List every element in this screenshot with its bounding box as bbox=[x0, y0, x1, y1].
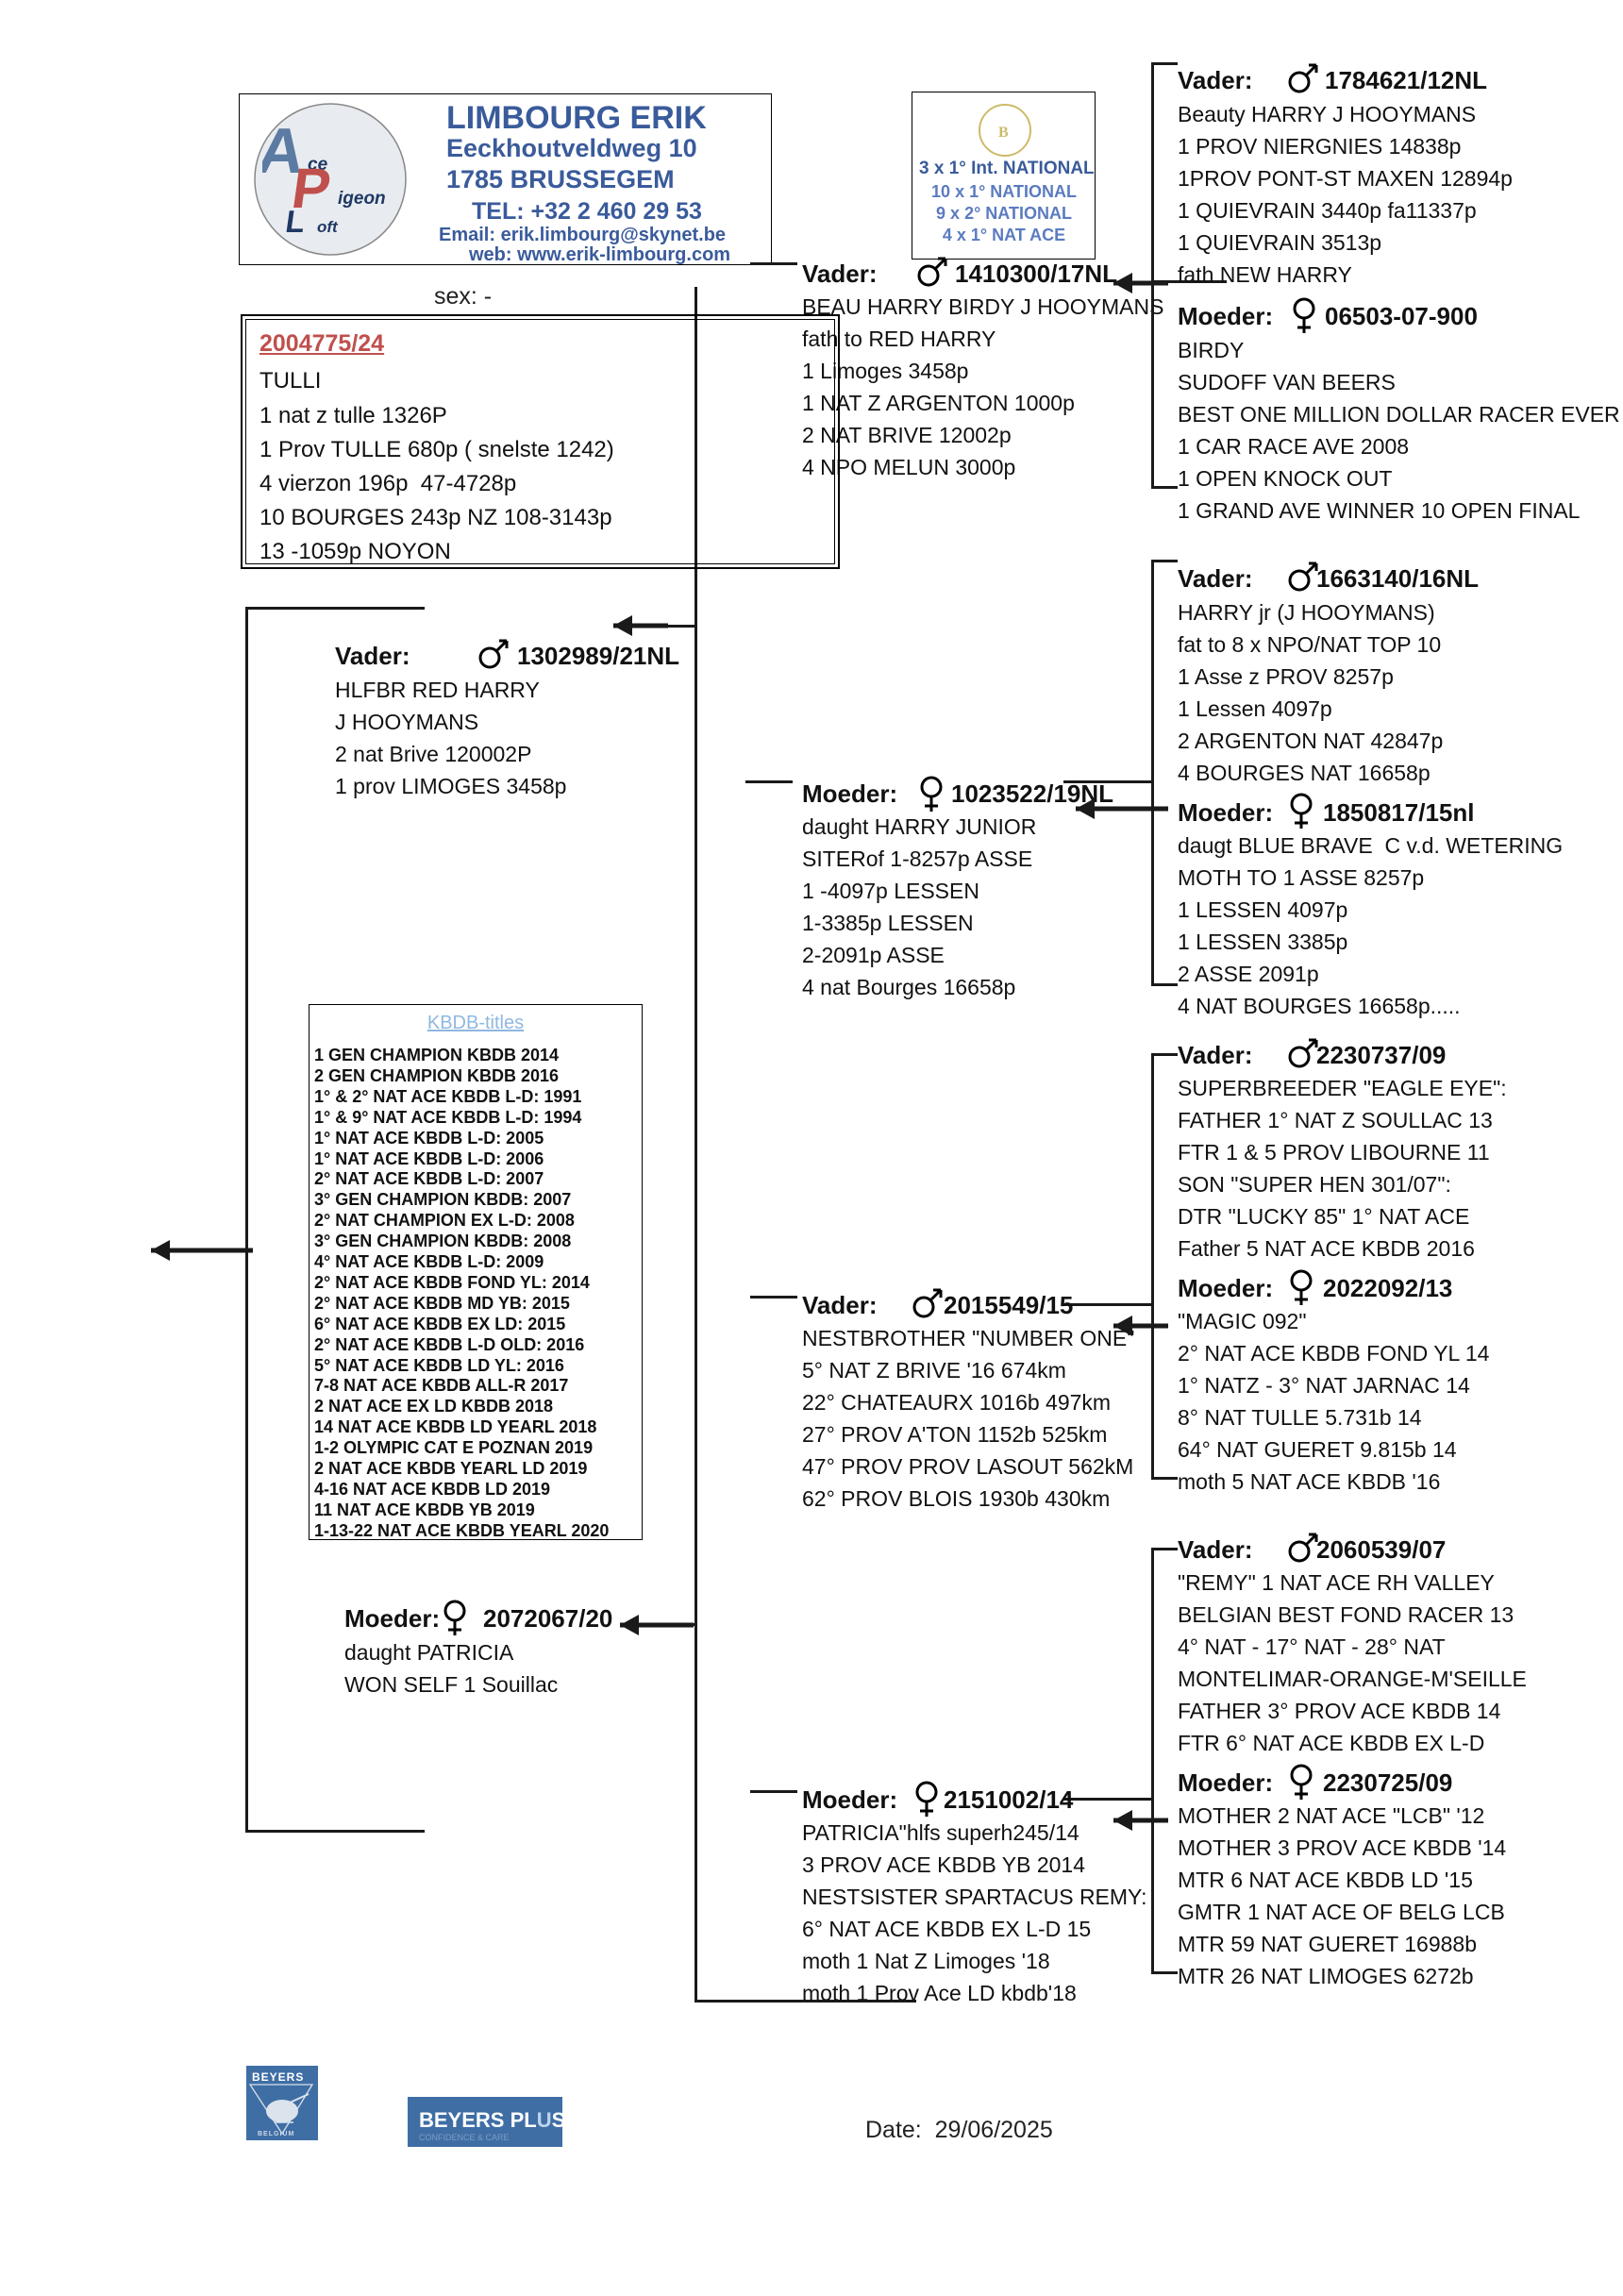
svg-text:L: L bbox=[283, 205, 307, 234]
svg-text:oft: oft bbox=[317, 218, 339, 234]
svg-text:CONFIDENCE & CARE: CONFIDENCE & CARE bbox=[419, 2133, 510, 2142]
svg-text:igeon: igeon bbox=[338, 189, 386, 209]
svg-text:BEYERS: BEYERS bbox=[252, 2070, 304, 2084]
svg-text:BELGIUM: BELGIUM bbox=[258, 2131, 294, 2137]
svg-text:B: B bbox=[998, 125, 1009, 141]
svg-text:BEYERS PLUS: BEYERS PLUS bbox=[419, 2108, 562, 2132]
